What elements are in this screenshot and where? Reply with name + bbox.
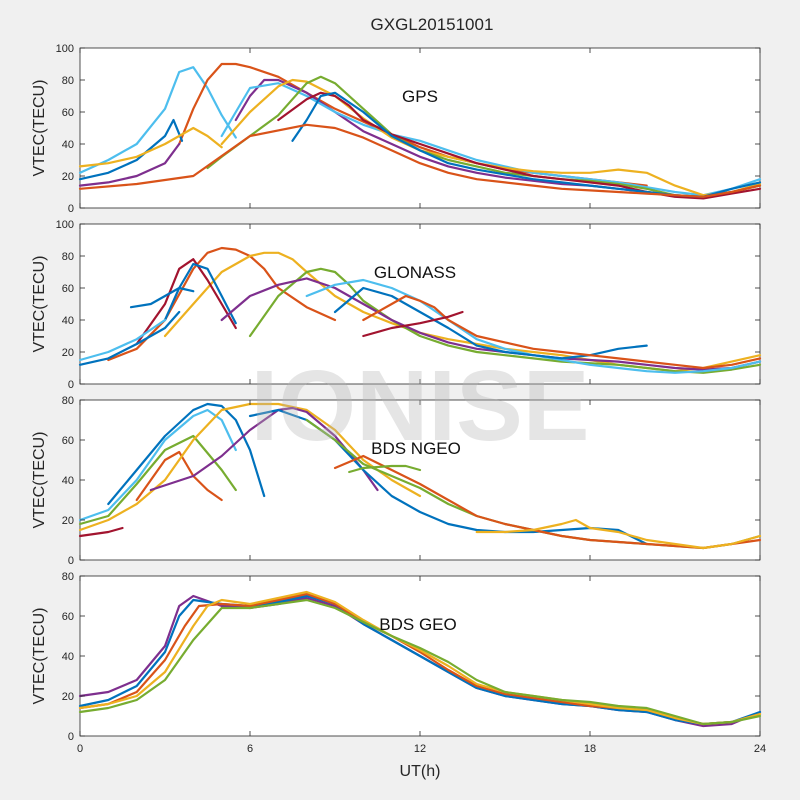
y-tick-label: 0: [68, 731, 74, 743]
y-tick-label: 0: [68, 379, 74, 391]
series-line-9: [362, 294, 762, 370]
y-tick-label: 20: [62, 691, 74, 703]
panel-bds-ngeo: 0 20 40 60 80 VTEC(TECU) BDS NGEO: [31, 395, 762, 567]
series-line-12: [78, 318, 167, 362]
series-line-12: [78, 126, 223, 168]
y-tick-label: 20: [62, 171, 74, 183]
y-tick-label: 60: [62, 283, 74, 295]
x-tick-label: 12: [414, 743, 426, 755]
series-line-11: [348, 464, 422, 474]
x-tick-label: 24: [754, 743, 766, 755]
x-tick-label: 6: [247, 743, 253, 755]
y-axis-label: VTEC(TECU): [31, 80, 48, 177]
watermark: IONISE: [251, 350, 590, 462]
y-tick-label: 80: [62, 251, 74, 263]
series-line-9: [78, 123, 762, 198]
y-axis-label: VTEC(TECU): [31, 256, 48, 353]
series-line-5: [78, 598, 762, 726]
y-tick-label: 0: [68, 203, 74, 215]
y-tick-label: 60: [62, 435, 74, 447]
y-tick-label: 60: [62, 611, 74, 623]
series-line-4: [163, 262, 237, 325]
x-tick-label: 18: [584, 743, 596, 755]
series-line-1: [78, 66, 237, 174]
series-line-11: [78, 118, 184, 181]
figure-title: GXGL20151001: [371, 15, 494, 34]
series-line-13: [129, 286, 195, 309]
panel-annotation: GLONASS: [374, 263, 456, 282]
panel-annotation: BDS NGEO: [371, 439, 461, 458]
x-axis-label: UT(h): [400, 763, 441, 780]
x-tick-label: 0: [77, 743, 83, 755]
series-line-6: [206, 75, 762, 198]
series-line-2: [78, 594, 762, 726]
series-line-5: [78, 402, 422, 532]
series-line-3: [135, 258, 237, 346]
series-line-5: [248, 267, 762, 374]
y-tick-label: 80: [62, 395, 74, 407]
y-tick-label: 100: [56, 43, 74, 55]
series-line-6: [220, 277, 762, 371]
y-tick-label: 40: [62, 651, 74, 663]
y-tick-label: 40: [62, 475, 74, 487]
panel-glonass: 0 20 40 60 80 100 VTEC(TECU) GLONASS: [31, 219, 762, 391]
series-line-10: [475, 518, 762, 550]
y-tick-label: 0: [68, 555, 74, 567]
y-axis-label: VTEC(TECU): [31, 608, 48, 705]
series-line-4: [135, 450, 223, 502]
series-line-3: [78, 434, 237, 526]
series-line-12: [78, 526, 124, 538]
panel-bds-geo: 0 20 40 60 80 0 6 12 18 24 VTEC(TECU) BDS GEO: [31, 571, 766, 755]
series-line-2: [78, 408, 237, 522]
series-line-10: [78, 142, 181, 187]
series-line-1: [107, 402, 266, 506]
panel-gps: 0 20 40 60 80 100 VTEC(TECU) GPS: [31, 43, 762, 215]
plot-area: [79, 399, 761, 561]
y-tick-label: 80: [62, 75, 74, 87]
y-tick-label: 60: [62, 107, 74, 119]
series-line-11: [78, 310, 181, 366]
panel-annotation: BDS GEO: [379, 615, 456, 634]
y-axis-label: VTEC(TECU): [31, 432, 48, 529]
y-tick-label: 20: [62, 347, 74, 359]
series-line-4: [220, 82, 762, 197]
y-tick-label: 100: [56, 219, 74, 231]
y-tick-label: 40: [62, 139, 74, 151]
series-line-10: [362, 310, 464, 338]
series-line-8: [333, 286, 648, 360]
y-tick-label: 20: [62, 515, 74, 527]
y-tick-label: 40: [62, 315, 74, 327]
panel-annotation: GPS: [402, 87, 438, 106]
y-tick-label: 80: [62, 571, 74, 583]
